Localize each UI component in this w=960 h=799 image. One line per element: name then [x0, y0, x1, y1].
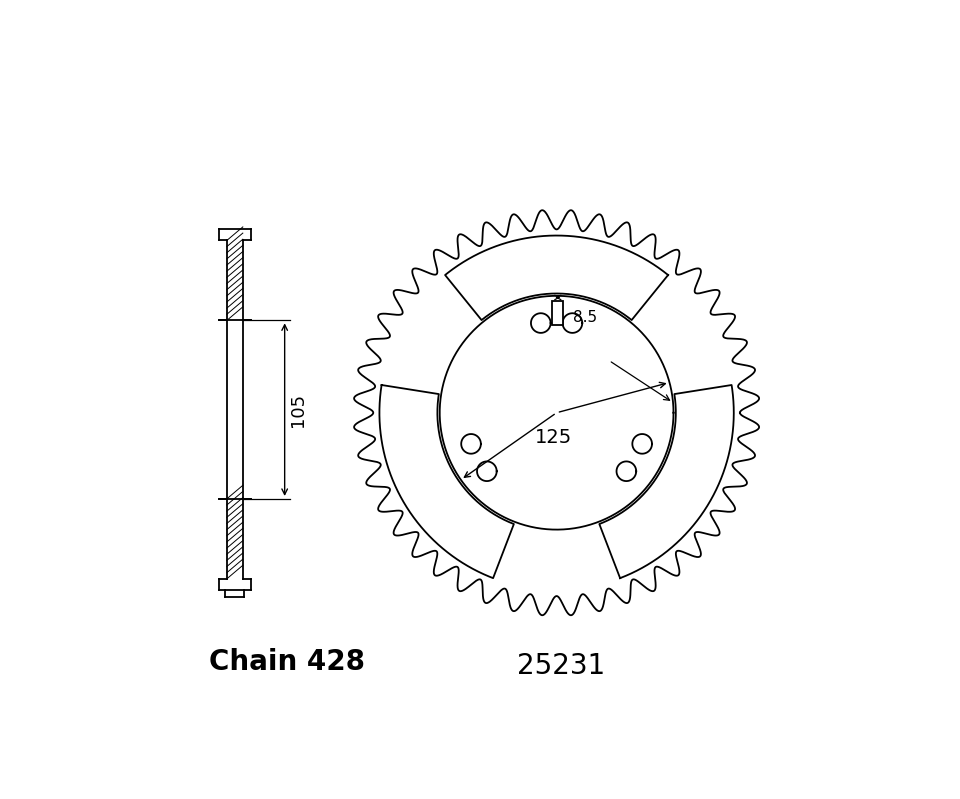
Text: 25231: 25231 [517, 652, 606, 680]
Bar [552, 300, 564, 325]
Text: Chain 428: Chain 428 [209, 648, 365, 676]
Text: 125: 125 [535, 428, 572, 447]
Text: 105: 105 [289, 392, 307, 427]
Text: 8.5: 8.5 [572, 310, 597, 324]
